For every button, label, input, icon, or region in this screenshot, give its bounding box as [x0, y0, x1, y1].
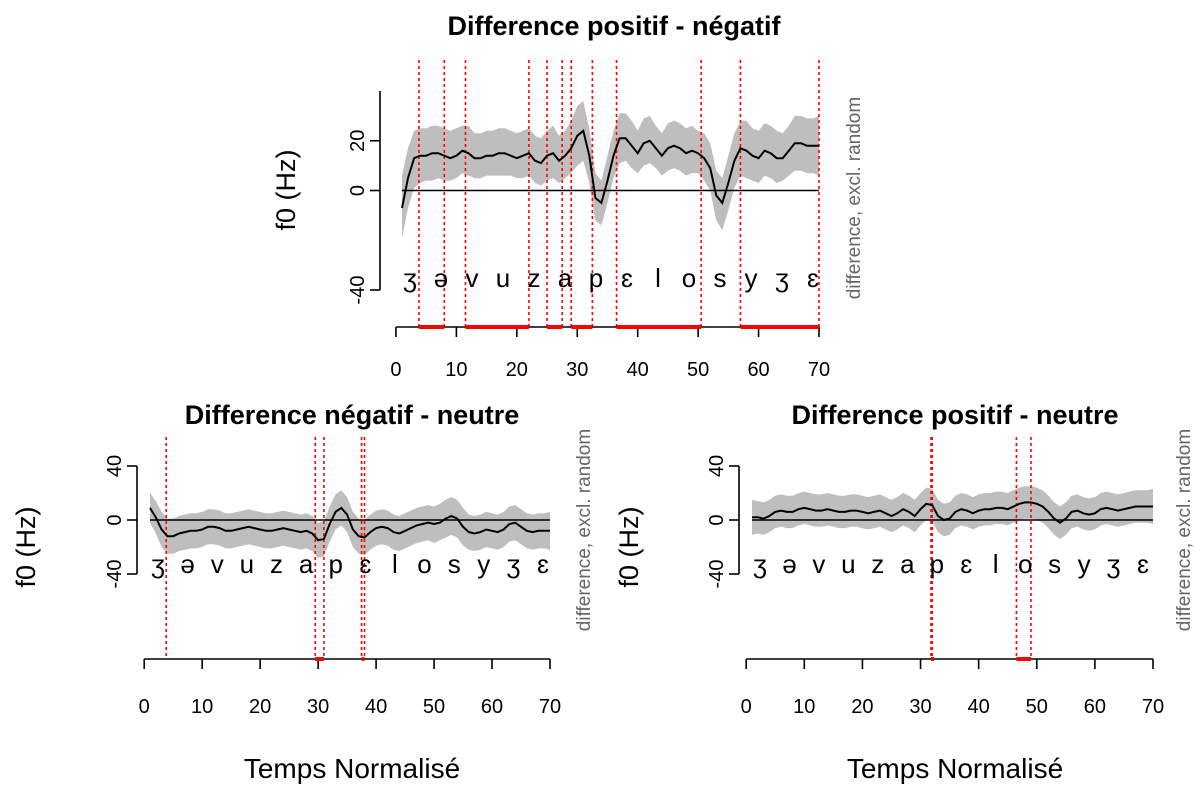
y-axis-label: f0 (Hz)	[271, 150, 301, 231]
x-tick-label: 30	[307, 696, 329, 718]
phoneme-label: u	[496, 263, 510, 293]
x-tick-label: 40	[627, 359, 649, 381]
phoneme-label: ʒ	[403, 263, 417, 293]
chart-title: Difference positif - négatif	[447, 11, 781, 41]
phoneme-label: ɛ	[621, 263, 633, 293]
phoneme-label: ʒ	[775, 263, 789, 293]
phoneme-label: u	[841, 549, 855, 579]
x-tick-label: 0	[139, 696, 150, 718]
phoneme-label: ɛ	[1137, 549, 1149, 579]
phoneme-label: z	[528, 263, 541, 293]
y-tick-label: 40	[706, 455, 728, 477]
x-tick-label: 70	[1142, 696, 1164, 718]
phoneme-label: s	[714, 263, 727, 293]
x-tick-label: 50	[1026, 696, 1048, 718]
difference-line	[401, 129, 819, 209]
difference-line	[149, 506, 550, 542]
panel-positif-neutre: Difference positif - neutre f0 (Hz) diff…	[614, 400, 1195, 784]
phoneme-label: ʒ	[151, 549, 165, 579]
phoneme-label: ɛ	[960, 549, 972, 579]
y-tick-label: 20	[347, 130, 369, 152]
chart-title: Difference négatif - neutre	[185, 400, 520, 430]
x-tick-label: 50	[687, 359, 709, 381]
phoneme-label: v	[812, 549, 825, 579]
phoneme-label: a	[299, 549, 314, 579]
x-tick-label: 30	[909, 696, 931, 718]
panel-negatif-neutre: Difference négatif - neutre f0 (Hz) diff…	[11, 400, 595, 784]
x-tick-label: 60	[747, 359, 769, 381]
phoneme-label: a	[558, 263, 573, 293]
x-tick-label: 10	[445, 359, 467, 381]
x-tick-label: 60	[1084, 696, 1106, 718]
phoneme-label: y	[477, 549, 490, 579]
phoneme-label: u	[240, 549, 254, 579]
phoneme-label: ʒ	[1106, 549, 1120, 579]
phoneme-label: p	[930, 549, 944, 579]
phoneme-label: ə	[782, 549, 796, 579]
phoneme-label: v	[466, 263, 479, 293]
side-label: difference, excl. random	[1174, 429, 1195, 631]
phoneme-label: s	[448, 549, 461, 579]
phoneme-label: y	[1078, 549, 1091, 579]
x-tick-label: 70	[808, 359, 830, 381]
phoneme-label: ə	[434, 263, 448, 293]
x-tick-label: 20	[506, 359, 528, 381]
phoneme-label: o	[682, 263, 696, 293]
chart-title: Difference positif - neutre	[791, 400, 1118, 430]
x-tick-label: 30	[566, 359, 588, 381]
x-tick-label: 20	[851, 696, 873, 718]
x-tick-label: 50	[423, 696, 445, 718]
phoneme-label: o	[417, 549, 431, 579]
x-tick-label: 0	[741, 696, 752, 718]
x-axis-label: Temps Normalisé	[244, 753, 460, 784]
phoneme-label: z	[871, 549, 884, 579]
y-tick-label: -40	[347, 276, 369, 305]
x-tick-label: 40	[365, 696, 387, 718]
phoneme-label: ʒ	[753, 549, 767, 579]
phoneme-label: ɛ	[359, 549, 371, 579]
x-tick-label: 70	[539, 696, 561, 718]
phoneme-label: y	[745, 263, 758, 293]
phoneme-label: p	[589, 263, 603, 293]
phoneme-label: v	[211, 549, 224, 579]
side-label: difference, excl. random	[844, 97, 865, 299]
phoneme-label: ʒ	[506, 549, 520, 579]
y-tick-label: 0	[347, 185, 369, 196]
x-tick-label: 10	[191, 696, 213, 718]
confidence-band	[752, 486, 1153, 539]
y-tick-label: 40	[104, 455, 126, 477]
x-tick-label: 20	[249, 696, 271, 718]
y-tick-label: 0	[104, 514, 126, 525]
phoneme-label: ə	[180, 549, 194, 579]
x-axis-label: Temps Normalisé	[847, 753, 1063, 784]
y-axis-label: f0 (Hz)	[11, 507, 41, 588]
x-tick-label: 60	[481, 696, 503, 718]
phoneme-label: s	[1048, 549, 1061, 579]
side-label: difference, excl. random	[574, 429, 595, 631]
y-axis-label: f0 (Hz)	[614, 507, 644, 588]
phoneme-label: l	[392, 549, 398, 579]
phoneme-label: p	[328, 549, 342, 579]
y-tick-label: -40	[706, 560, 728, 589]
panel-positif-negatif: Difference positif - négatif f0 (Hz) dif…	[271, 11, 865, 381]
phoneme-label: z	[270, 549, 283, 579]
phoneme-label: o	[1018, 549, 1032, 579]
phoneme-label: ɛ	[807, 263, 819, 293]
x-tick-label: 40	[968, 696, 990, 718]
difference-line	[752, 501, 1153, 524]
phoneme-label: a	[900, 549, 915, 579]
y-tick-label: -40	[104, 560, 126, 589]
phoneme-label: ɛ	[537, 549, 549, 579]
y-tick-label: 0	[706, 514, 728, 525]
phoneme-label: l	[993, 549, 999, 579]
x-tick-label: 0	[390, 359, 401, 381]
x-tick-label: 10	[793, 696, 815, 718]
phoneme-label: l	[655, 263, 661, 293]
